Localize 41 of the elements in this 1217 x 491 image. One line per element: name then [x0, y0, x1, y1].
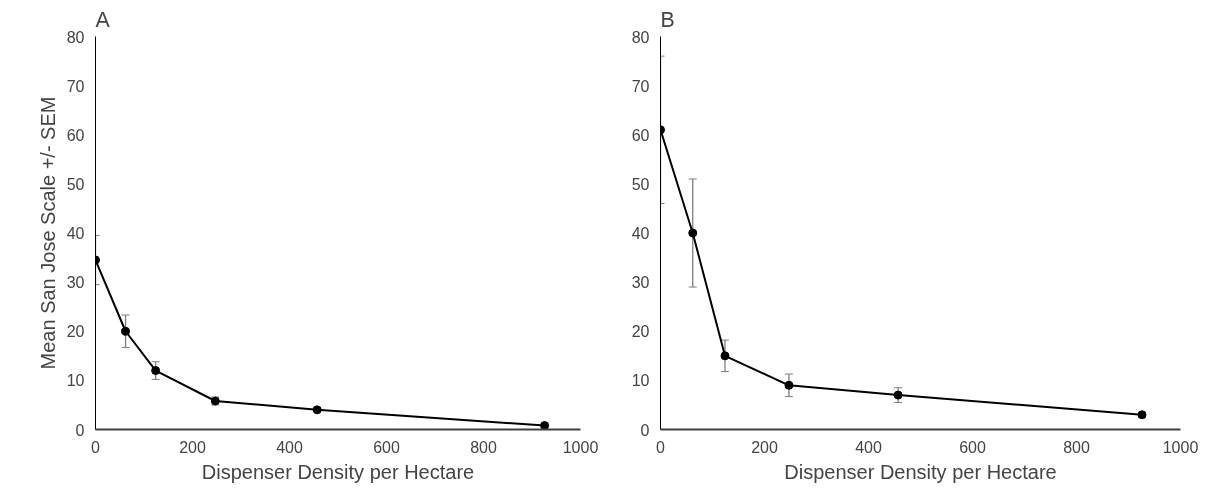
point [784, 380, 794, 390]
x-tick-label: 0 [91, 438, 101, 456]
chart-title: B [660, 7, 675, 32]
x-tick-label: 600 [373, 438, 400, 456]
x-tick-label: 1000 [562, 438, 599, 456]
y-tick-label: 60 [66, 126, 85, 144]
x-tick-label: 200 [751, 438, 778, 456]
y-tick-label: 40 [66, 225, 85, 242]
y-tick-label: 0 [640, 421, 650, 439]
y-tick-label: 80 [66, 28, 85, 46]
point [893, 390, 903, 400]
y-tick-label: 50 [631, 175, 650, 193]
y-tick-label: 20 [66, 323, 85, 341]
y-tick-label: 70 [66, 77, 85, 95]
y-tick-label: 30 [66, 274, 85, 292]
chart-title: A [95, 7, 111, 32]
y-tick-label: 10 [631, 372, 650, 390]
x-tick-label: 400 [855, 438, 882, 456]
y-tick-label: 40 [631, 225, 650, 242]
x-tick-label: 400 [276, 438, 303, 456]
x-axis-title: Dispenser Density per Hectare [201, 460, 475, 483]
y-axis-title: Mean San Jose Scale +/- SEM [36, 96, 59, 370]
x-axis-title: Dispenser Density per Hectare [784, 460, 1057, 483]
y-tick-label: 10 [66, 372, 85, 390]
point [688, 228, 698, 238]
x-tick-label: 800 [1063, 438, 1090, 456]
point [151, 366, 161, 376]
point [720, 351, 730, 361]
y-tick-label: 50 [66, 175, 85, 193]
x-tick-label: 600 [959, 438, 986, 456]
y-tick-label: 30 [631, 274, 650, 292]
y-tick-label: 60 [631, 126, 650, 144]
y-tick-label: 0 [75, 421, 85, 439]
y-tick-label: 20 [631, 323, 650, 341]
x-tick-label: 1000 [1162, 438, 1199, 456]
x-tick-label: 0 [656, 438, 666, 456]
x-tick-label: 200 [179, 438, 206, 456]
y-tick-label: 70 [631, 77, 650, 95]
point [121, 326, 131, 336]
x-tick-label: 800 [470, 438, 497, 456]
y-tick-label: 80 [631, 28, 650, 46]
